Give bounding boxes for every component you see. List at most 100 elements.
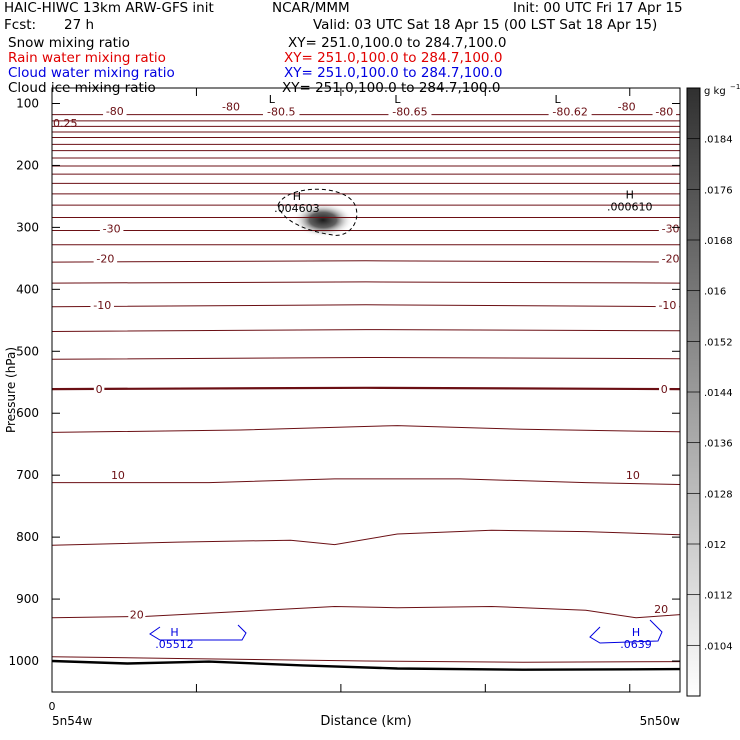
colorbar-unit-exponent: −1 — [730, 83, 740, 91]
contour-label: -30 — [662, 223, 680, 236]
temperature-contour — [52, 304, 680, 308]
contour-label-background — [624, 468, 642, 482]
extremum-value: .004603 — [274, 202, 320, 215]
contour-label: -80 — [655, 106, 673, 119]
contour-label-background — [128, 607, 146, 621]
contour-label-background — [388, 104, 432, 118]
contour-label-background — [99, 221, 124, 235]
extremum-marker: H — [626, 188, 634, 201]
x-axis-label: Distance (km) — [320, 714, 411, 729]
field-name-cloud-water: Cloud water mixing ratio — [8, 65, 175, 81]
ice-mixing-contour — [277, 188, 358, 236]
contour-label-background — [262, 104, 300, 118]
colorbar-tick-label: .0176 — [704, 185, 733, 196]
temperature-contour — [52, 478, 680, 485]
contour-label: 20 — [130, 609, 144, 622]
colorbar-tick-label: .0136 — [704, 439, 733, 450]
cloud-water-contour — [149, 624, 247, 641]
colorbar-tick-label: .0144 — [704, 388, 733, 399]
contour-edge-label: 0.25 — [53, 117, 78, 130]
colorbar-tick-label: .0184 — [704, 135, 733, 146]
contour-label-background — [219, 99, 243, 113]
contour-label-background — [659, 382, 670, 396]
contour-label-background — [655, 297, 680, 311]
extremum-marker: L — [394, 93, 401, 106]
contour-label: 20 — [654, 603, 668, 616]
contour-label-background — [93, 251, 118, 265]
plot-frame — [51, 87, 681, 693]
y-axis-tick-label: 500 — [16, 344, 39, 358]
colorbar-tick-label: .0128 — [704, 489, 733, 500]
contour-label-background — [93, 382, 105, 396]
colorbar-tick-label: .0112 — [704, 591, 733, 602]
y-axis-tick-label: 300 — [16, 220, 39, 234]
y-axis-tick-label: 800 — [16, 530, 39, 544]
contour-label: -80.65 — [392, 106, 427, 119]
x-axis-left-location: 5n54w — [52, 714, 93, 728]
shaded-maximum — [293, 203, 353, 237]
extremum-marker: H — [293, 190, 301, 203]
contour-label: -80 — [618, 101, 636, 114]
contour-label-background — [658, 221, 683, 235]
contour-label-background — [658, 251, 683, 265]
terrain-surface-line — [52, 659, 680, 671]
temperature-contour — [52, 425, 680, 433]
contour-label-background — [548, 104, 592, 118]
y-axis-label: Pressure (hPa) — [4, 347, 18, 433]
y-axis-tick-label: 100 — [16, 96, 39, 110]
contour-label-background — [614, 99, 639, 113]
colorbar-tick-label: .0152 — [704, 337, 733, 348]
extremum-value: .0639 — [620, 638, 652, 651]
cloud-water-contour — [589, 619, 663, 644]
init-time: Init: 00 UTC Fri 17 Apr 15 — [513, 0, 683, 16]
field-xy-cloud-water: XY= 251.0,100.0 to 284.7,100.0 — [284, 65, 503, 81]
temperature-contour — [52, 529, 680, 546]
contour-label: 0 — [96, 383, 103, 396]
field-name-rain: Rain water mixing ratio — [8, 50, 166, 66]
valid-time: Valid: 03 UTC Sat 18 Apr 15 (00 LST Sat … — [313, 17, 658, 33]
field-xy-rain: XY= 251.0,100.0 to 284.7,100.0 — [284, 50, 503, 66]
contour-label-background — [109, 468, 127, 482]
field-xy-snow: XY= 251.0,100.0 to 284.7,100.0 — [288, 35, 507, 51]
extremum-marker: H — [170, 626, 178, 639]
contour-label: 10 — [626, 469, 640, 482]
extremum-value: .05512 — [155, 638, 194, 651]
contour-label-background — [90, 297, 114, 311]
temperature-contour — [52, 260, 680, 263]
temperature-contour — [52, 386, 680, 391]
y-axis-tick-label: 200 — [16, 158, 39, 172]
temperature-contour — [52, 281, 680, 284]
extremum-marker: H — [632, 626, 640, 639]
contour-label-background — [103, 103, 127, 117]
forecast-label: Fcst: — [4, 17, 37, 33]
contour-label: -30 — [103, 223, 121, 236]
contour-label-background — [652, 104, 677, 118]
temperature-contour — [52, 356, 680, 360]
y-axis-tick-label: 400 — [16, 282, 39, 296]
contour-label: -80 — [106, 105, 124, 118]
x-axis-start-tick: 0 — [49, 700, 56, 713]
temperature-contour — [52, 605, 680, 619]
colorbar-tick-label: .012 — [704, 540, 726, 551]
x-axis-right-location: 5n50w — [640, 714, 681, 728]
contour-label: -20 — [96, 252, 114, 265]
extremum-value: .000610 — [607, 200, 653, 213]
temperature-contour — [52, 656, 680, 663]
contour-label: -20 — [662, 252, 680, 265]
colorbar-tick-label: .016 — [704, 287, 726, 298]
field-name-snow: Snow mixing ratio — [8, 35, 130, 51]
contour-label: 0 — [661, 383, 668, 396]
contour-label: -10 — [93, 299, 111, 312]
extremum-marker: L — [269, 93, 276, 106]
plot-title: HAIC-HIWC 13km ARW-GFS init — [4, 0, 214, 16]
colorbar-tick-label: .0168 — [704, 236, 733, 247]
contour-label: 10 — [111, 469, 125, 482]
colorbar-tick-label: .0104 — [704, 641, 733, 652]
contour-label: -80.5 — [267, 106, 295, 119]
contour-label: -10 — [658, 299, 676, 312]
colorbar-unit-prefix: g kg — [704, 86, 726, 97]
contour-label: -80.62 — [552, 106, 587, 119]
y-axis-tick-label: 700 — [16, 468, 39, 482]
organization-label: NCAR/MMM — [272, 0, 350, 16]
